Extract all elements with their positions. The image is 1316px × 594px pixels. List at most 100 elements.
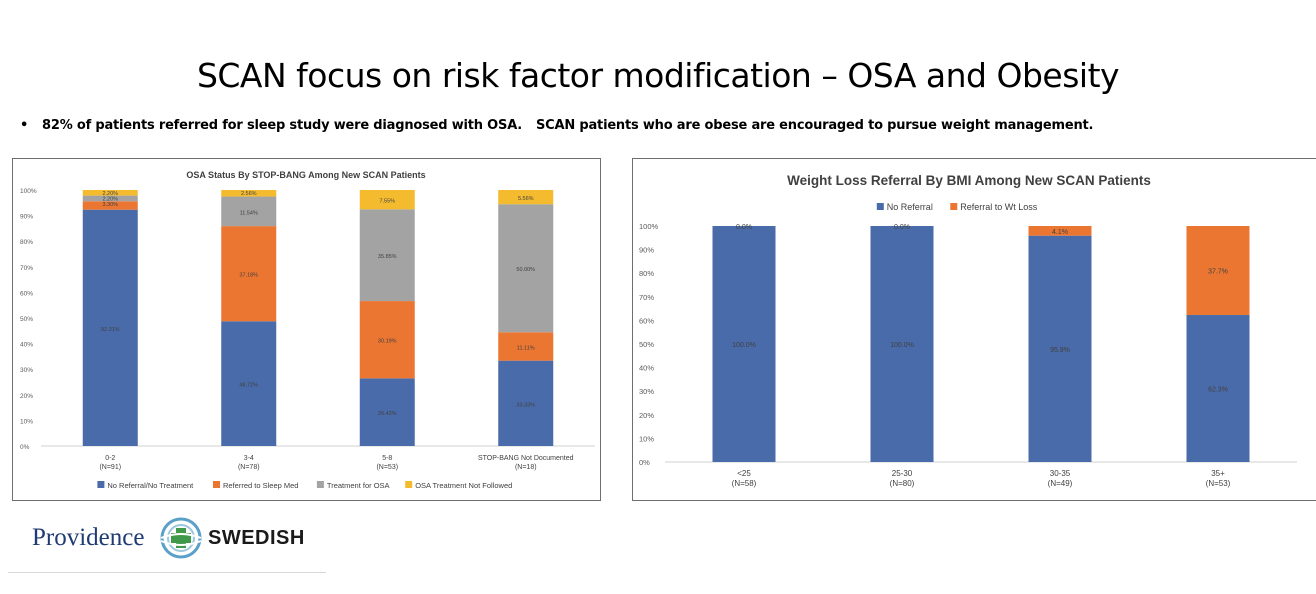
data-label: 3.30% [102, 202, 118, 208]
legend-label: Referral to Wt Loss [960, 202, 1038, 212]
x-category-sublabel: (N=53) [376, 464, 398, 471]
legend-swatch [316, 481, 324, 488]
data-label: 100.0% [732, 342, 756, 349]
x-category-sublabel: (N=18) [515, 464, 537, 471]
y-tick-label: 50% [639, 340, 654, 349]
footer-divider [8, 572, 326, 573]
legend-swatch [405, 481, 413, 488]
y-tick-label: 70% [639, 293, 654, 302]
bullet-osa-diagnosis: 82% of patients referred for sleep study… [42, 118, 523, 133]
osa-status-chart-frame: OSA Status By STOP-BANG Among New SCAN P… [12, 158, 601, 501]
x-category-sublabel: (N=80) [890, 479, 915, 488]
y-tick-label: 20% [20, 393, 33, 400]
x-category-label: 3-4 [244, 455, 254, 462]
legend-label: Referred to Sleep Med [223, 481, 298, 490]
y-tick-label: 50% [20, 316, 33, 323]
x-category-sublabel: (N=49) [1048, 479, 1073, 488]
slide-title: SCAN focus on risk factor modification –… [196, 56, 1120, 96]
data-label: 30.19% [378, 339, 397, 345]
providence-swedish-logo: Providence SWEDISH [32, 516, 322, 560]
bar-segment [1028, 235, 1092, 462]
weight-loss-chart: Weight Loss Referral By BMI Among New SC… [639, 173, 1297, 488]
x-category-label: 30-35 [1050, 469, 1071, 478]
data-label: 37.18% [239, 273, 258, 279]
bullet-row: • 82% of patients referred for sleep stud… [20, 118, 1093, 133]
data-label: 2.20% [102, 191, 118, 197]
bar-segment [359, 378, 415, 446]
y-tick-label: 40% [639, 364, 654, 373]
chart-title: Weight Loss Referral By BMI Among New SC… [787, 173, 1151, 188]
legend-swatch [876, 203, 884, 210]
bar-segment [359, 189, 415, 210]
weight-loss-chart-frame: Weight Loss Referral By BMI Among New SC… [632, 158, 1316, 501]
x-category-sublabel: (N=91) [99, 464, 121, 471]
y-tick-label: 10% [20, 418, 33, 425]
data-label: 48.72% [239, 383, 258, 389]
x-category-sublabel: (N=58) [732, 479, 757, 488]
chart-title: OSA Status By STOP-BANG Among New SCAN P… [186, 170, 425, 180]
legend-label: No Referral/No Treatment [107, 481, 194, 490]
data-label: 95.9% [1050, 347, 1070, 354]
logo-swedish-text: SWEDISH [208, 527, 305, 549]
legend-swatch [97, 481, 105, 488]
data-label: 37.7% [1208, 268, 1228, 275]
data-label: 100.0% [890, 342, 914, 349]
y-tick-label: 0% [20, 444, 30, 451]
bar-segment [1028, 226, 1092, 236]
bar-segment [498, 332, 554, 361]
y-tick-label: 60% [639, 316, 654, 325]
y-tick-label: 80% [639, 269, 654, 278]
data-label: 0.0% [736, 224, 752, 231]
data-label: 7.55% [379, 199, 395, 205]
bar-segment [82, 195, 138, 202]
legend-label: OSA Treatment Not Followed [415, 481, 512, 490]
bar-segment [221, 226, 277, 322]
data-label: 33.33% [516, 402, 535, 408]
bar-segment [1186, 314, 1250, 462]
y-tick-label: 80% [20, 239, 33, 246]
bar-segment [82, 201, 138, 210]
bullet-weight-management: SCAN patients who are obese are encourag… [536, 118, 1094, 133]
bar-segment [82, 189, 138, 196]
data-label: 92.31% [101, 327, 120, 333]
bullet-dot: • [20, 118, 29, 133]
data-label: 4.1% [1052, 229, 1068, 236]
data-label: 2.20% [102, 197, 118, 203]
x-category-label: STOP-BANG Not Documented [478, 455, 574, 462]
bar-segment [359, 209, 415, 302]
x-category-label: 5-8 [382, 455, 392, 462]
data-label: 50.00% [516, 267, 535, 273]
x-category-label: 0-2 [105, 455, 115, 462]
y-tick-label: 30% [20, 367, 33, 374]
x-category-sublabel: (N=53) [1206, 479, 1231, 488]
y-tick-label: 100% [639, 222, 659, 231]
data-label: 5.56% [518, 196, 534, 202]
y-tick-label: 90% [639, 246, 654, 255]
data-label: 26.42% [378, 411, 397, 417]
bar-segment [359, 301, 415, 379]
bar-segment [221, 190, 277, 197]
bar-segment [221, 196, 277, 227]
y-tick-label: 90% [20, 214, 33, 221]
data-label: 0.0% [894, 224, 910, 231]
bar-segment [498, 204, 554, 333]
x-category-label: <25 [737, 469, 751, 478]
legend-swatch [950, 203, 958, 210]
osa-status-chart: OSA Status By STOP-BANG Among New SCAN P… [20, 170, 595, 490]
y-tick-label: 10% [639, 434, 654, 443]
data-label: 11.54% [240, 210, 258, 216]
legend-label: Treatment for OSA [327, 481, 390, 490]
y-tick-label: 40% [20, 342, 33, 349]
bar-segment [870, 226, 934, 462]
bar-segment [498, 190, 554, 205]
bar-segment [1186, 226, 1250, 315]
bar-segment [221, 321, 277, 446]
bar-segment [712, 226, 776, 462]
legend-swatch [213, 481, 220, 488]
x-category-sublabel: (N=78) [238, 464, 260, 471]
data-label: 11.11% [517, 345, 535, 351]
logo-cross-mark-icon [159, 516, 203, 565]
y-tick-label: 70% [20, 265, 33, 272]
y-tick-label: 60% [20, 290, 33, 297]
bar-segment [498, 360, 554, 446]
